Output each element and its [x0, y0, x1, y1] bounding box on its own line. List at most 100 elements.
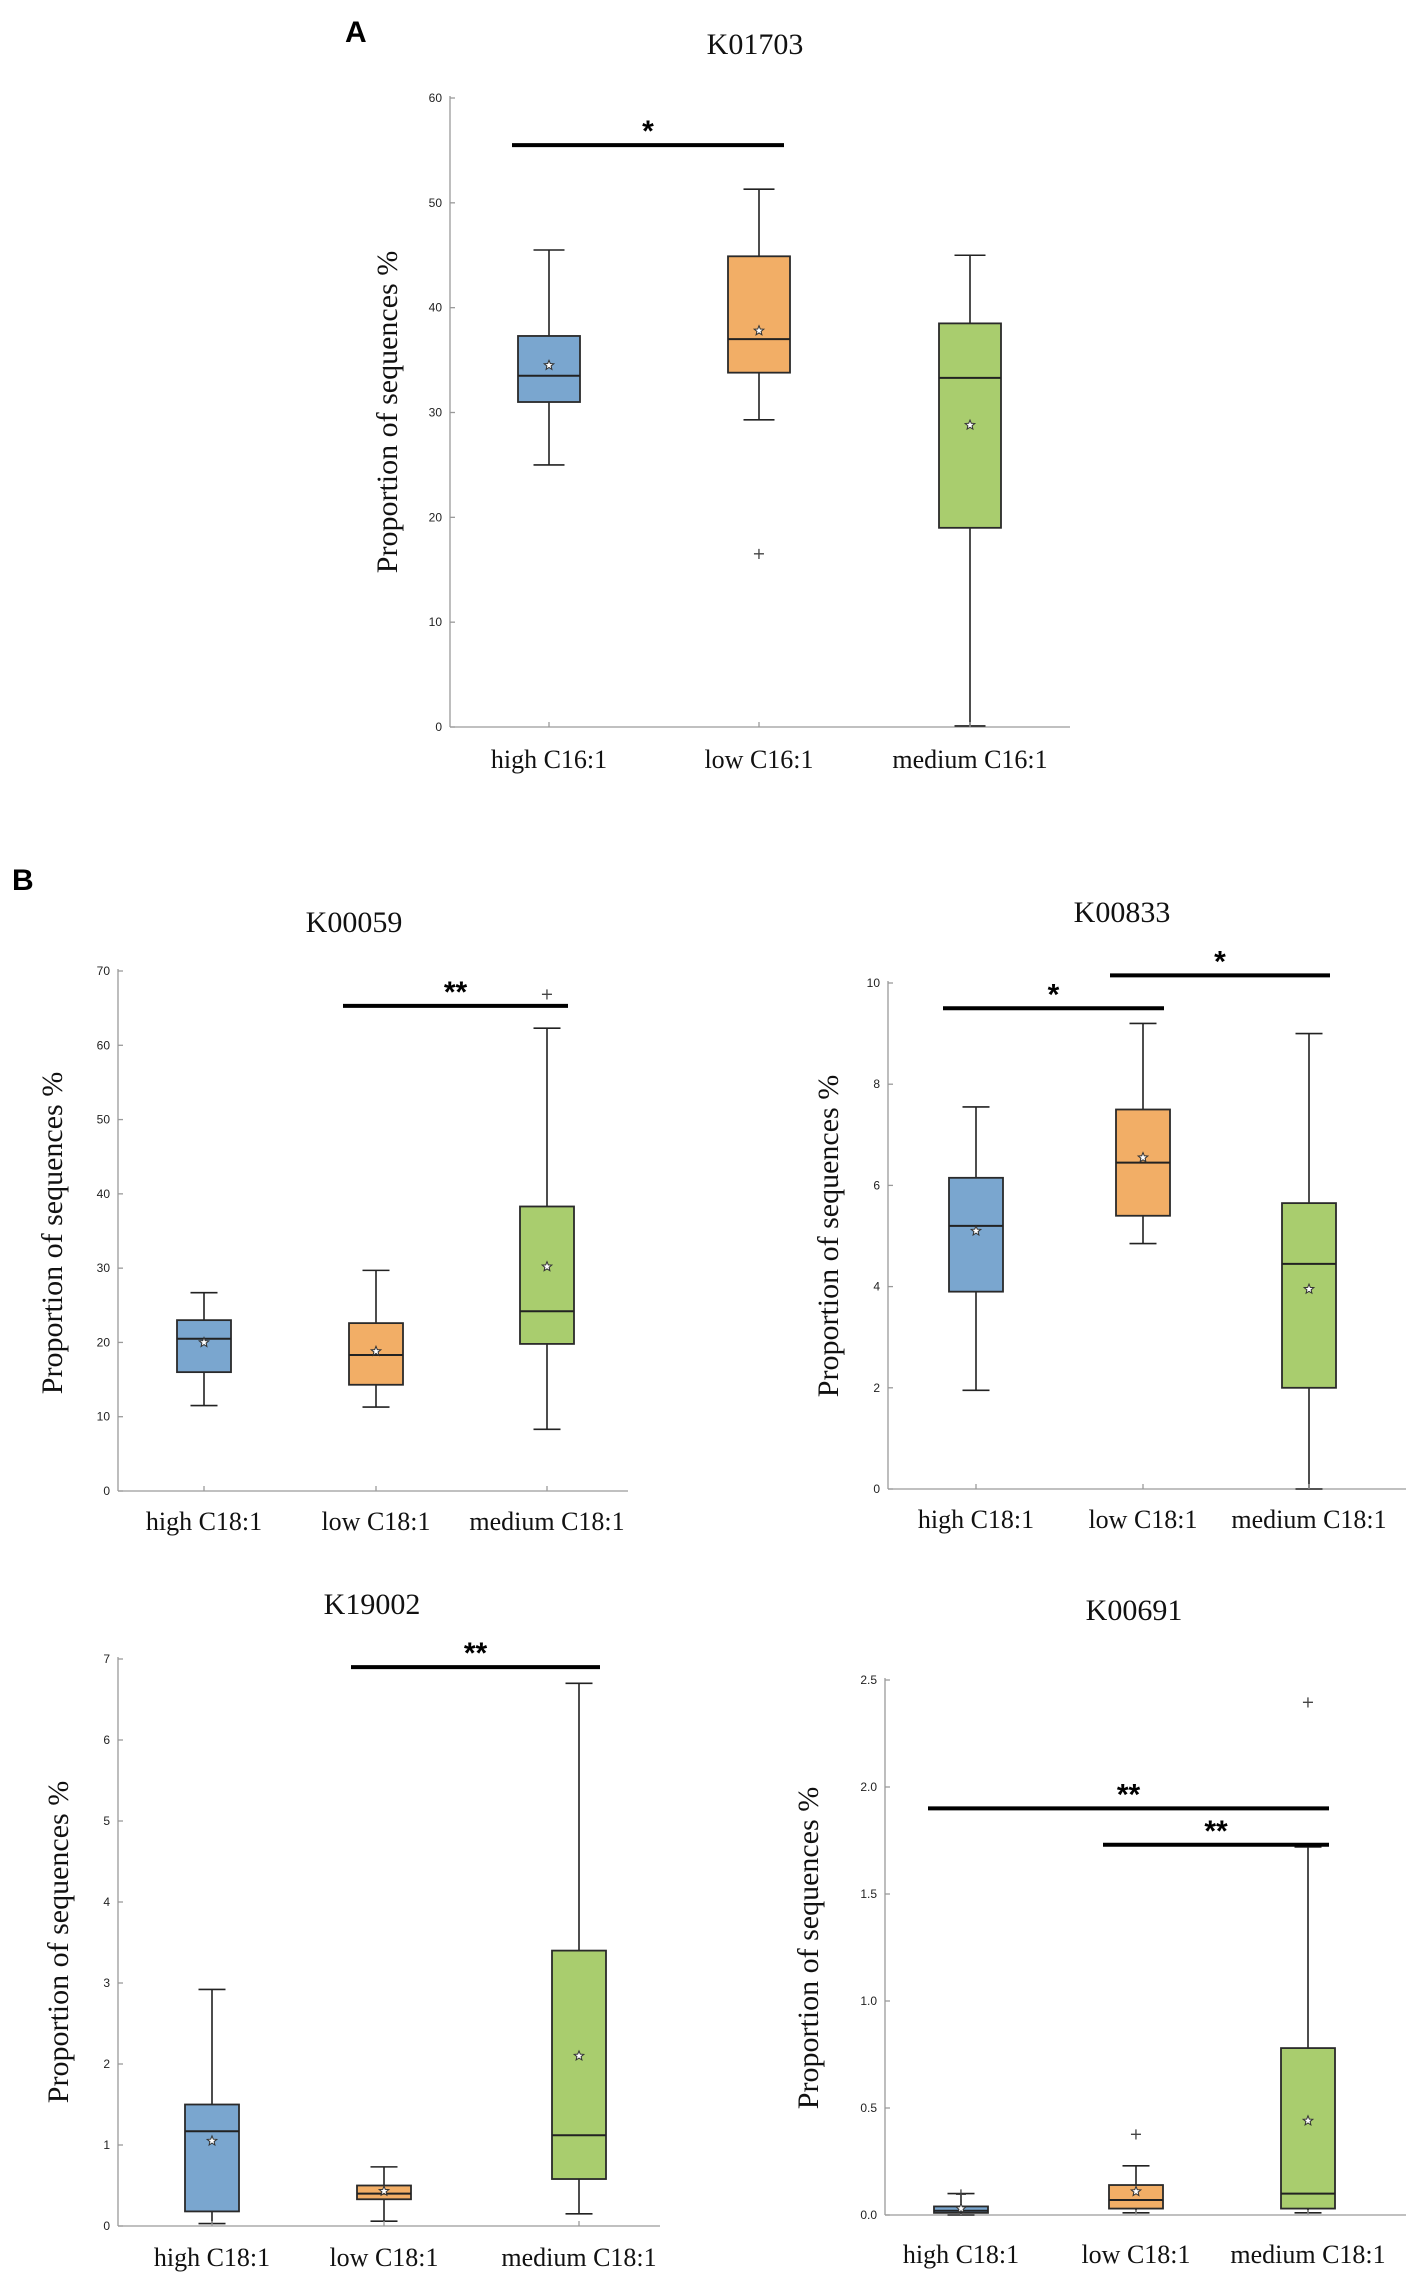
- category-label: low C18:1: [1088, 1505, 1197, 1534]
- y-tick-label: 40: [429, 301, 443, 315]
- y-tick-label: 6: [103, 1733, 110, 1747]
- mean-marker: [369, 1344, 383, 1357]
- y-tick-label: 2: [103, 2057, 110, 2071]
- y-tick-label: 20: [429, 510, 443, 524]
- box-high-c16-1: high C16:1: [491, 249, 607, 774]
- category-label: low C16:1: [704, 745, 813, 774]
- y-tick-label: 0: [435, 720, 442, 734]
- box-medium-c18-1: + medium C18:1: [469, 984, 624, 1536]
- significance-label: *: [1048, 978, 1060, 1011]
- category-label: low C18:1: [1081, 2240, 1190, 2269]
- category-label: medium C18:1: [501, 2243, 656, 2272]
- y-tick-label: 1.0: [860, 1994, 877, 2008]
- mean-marker: [1302, 1282, 1316, 1295]
- y-tick-label: 0: [103, 1484, 110, 1498]
- y-tick-label: 1.5: [860, 1887, 877, 1901]
- significance-label: **: [464, 1637, 488, 1670]
- y-tick-label: 2: [873, 1381, 880, 1395]
- y-tick-label: 2.0: [860, 1780, 877, 1794]
- y-tick-label: 70: [97, 964, 111, 978]
- category-label: high C18:1: [903, 2240, 1019, 2269]
- mean-marker: [1136, 1151, 1150, 1163]
- category-label: medium C18:1: [1231, 1505, 1386, 1534]
- outlier-marker: +: [1301, 1692, 1314, 1711]
- chart-title: K00691: [1086, 1594, 1183, 1627]
- y-tick-label: 8: [873, 1077, 880, 1091]
- y-tick-label: 60: [429, 91, 443, 105]
- box-low-c18-1: low C18:1: [321, 1269, 431, 1536]
- mean-marker: [540, 1260, 554, 1272]
- significance-label: *: [1214, 945, 1226, 978]
- y-axis-label: Proportion of sequences %: [812, 1075, 845, 1397]
- category-label: medium C18:1: [1230, 2240, 1385, 2269]
- y-tick-label: 6: [873, 1178, 880, 1192]
- y-tick-label: 10: [429, 615, 443, 629]
- iqr-box: [1281, 1202, 1337, 1389]
- boxplot-k00691: K00691 Proportion of sequences % 0.0 0.5 1.0…: [792, 1594, 1406, 2269]
- box-high-c18-1: high C18:1: [146, 1291, 262, 1536]
- mean-marker: [205, 2134, 219, 2147]
- iqr-box: [727, 255, 791, 374]
- y-axis-label: Proportion of sequences %: [42, 1781, 75, 2103]
- y-tick-label: 2.5: [860, 1673, 877, 1687]
- mean-marker: [969, 1224, 983, 1237]
- iqr-box: [519, 1205, 575, 1345]
- category-label: high C18:1: [154, 2243, 270, 2272]
- significance-label: *: [642, 115, 654, 148]
- box-low-c18-1: low C18:1: [1088, 1022, 1198, 1534]
- y-tick-label: 0: [873, 1482, 880, 1496]
- chart-title: K00059: [306, 906, 403, 939]
- category-label: medium C16:1: [892, 745, 1047, 774]
- boxplot-k00059: K00059 Proportion of sequences % 0 10 20 30 40…: [36, 906, 628, 1536]
- box-high-c18-1: high C18:1: [918, 1106, 1034, 1534]
- y-tick-label: 30: [97, 1261, 111, 1275]
- category-label: low C18:1: [329, 2243, 438, 2272]
- mean-marker: [963, 418, 977, 431]
- iqr-box: [176, 1319, 232, 1374]
- significance-label: **: [1204, 1815, 1228, 1848]
- y-tick-label: 4: [873, 1280, 880, 1294]
- y-tick-label: 30: [429, 406, 443, 420]
- mean-marker: [197, 1336, 211, 1348]
- iqr-box: [517, 335, 581, 403]
- mean-marker: [752, 324, 766, 336]
- box-medium-c18-1: + medium C18:1: [1230, 1692, 1385, 2269]
- iqr-box: [1280, 2047, 1336, 2210]
- y-tick-label: 4: [103, 1895, 110, 1909]
- boxplot-k19002: K19002 Proportion of sequences % 0 1 2 3 4 5 6 7 h…: [42, 1588, 660, 2272]
- outlier-marker: +: [954, 2185, 967, 2204]
- category-label: high C16:1: [491, 745, 607, 774]
- chart-title: K01703: [707, 28, 804, 61]
- panel-label-b: B: [12, 864, 34, 897]
- y-tick-label: 7: [103, 1652, 110, 1666]
- box-high-c18-1: + high C18:1: [903, 2185, 1019, 2269]
- box-high-c18-1: high C18:1: [154, 1988, 270, 2272]
- y-tick-label: 0.5: [860, 2101, 877, 2115]
- panel-label-a: A: [345, 16, 367, 49]
- box-low-c18-1: + low C18:1: [1081, 2125, 1190, 2269]
- y-axis-label: Proportion of sequences %: [36, 1072, 69, 1394]
- boxplot-k00833: K00833 Proportion of sequences % 0 2 4 6 8 10 hi…: [812, 896, 1406, 1534]
- significance-label: **: [1117, 1778, 1141, 1811]
- outlier-marker: +: [1129, 2125, 1142, 2144]
- y-tick-label: 10: [867, 976, 881, 990]
- outlier-marker: +: [540, 984, 553, 1003]
- y-tick-label: 5: [103, 1814, 110, 1828]
- box-low-c16-1: + low C16:1: [704, 188, 814, 774]
- y-tick-label: 40: [97, 1187, 111, 1201]
- y-tick-label: 50: [97, 1113, 111, 1127]
- chart-title: K00833: [1074, 896, 1171, 929]
- category-label: low C18:1: [321, 1507, 430, 1536]
- y-tick-label: 0.0: [860, 2208, 877, 2222]
- category-label: high C18:1: [918, 1505, 1034, 1534]
- iqr-box: [551, 1949, 607, 2180]
- y-tick-label: 0: [103, 2219, 110, 2233]
- outlier-marker: +: [752, 544, 765, 563]
- mean-marker: [572, 2049, 586, 2061]
- mean-marker: [542, 358, 556, 371]
- y-tick-label: 1: [103, 2138, 110, 2152]
- mean-marker: [954, 2202, 968, 2214]
- box-medium-c18-1: medium C18:1: [501, 1682, 657, 2272]
